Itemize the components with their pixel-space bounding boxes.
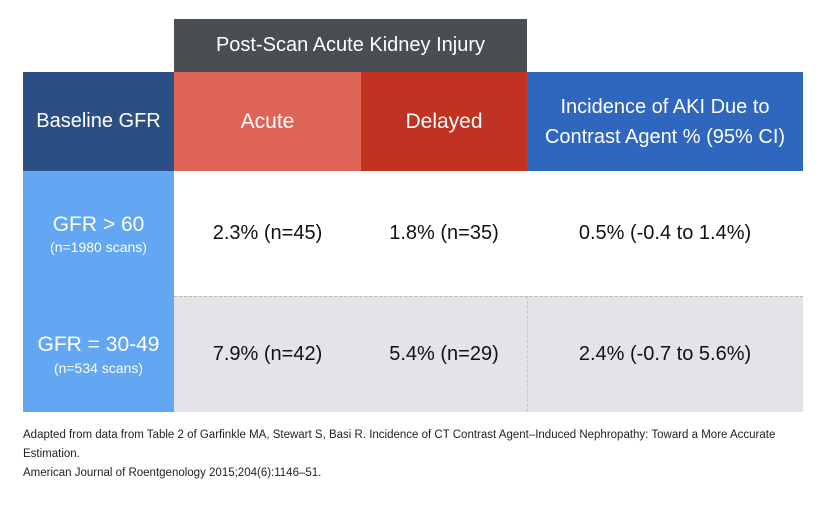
table-cell-incidence: 2.4% (-0.7 to 5.6%) [527,296,803,412]
post-scan-aki-header-label: Post-Scan Acute Kidney Injury [215,34,486,56]
acute-header: Acute [174,72,361,171]
footnote-line2: American Journal of Roentgenology 2015;2… [23,466,322,479]
table-cell-delayed: 1.8% (n=35) [361,171,527,296]
row-divider [174,296,803,297]
cell-value: 1.8% (n=35) [389,222,499,244]
column-divider [527,296,528,412]
footnote-line1: Adapted from data from Table 2 of Garfin… [23,429,776,460]
row-label-gfr-over-60: GFR > 60 (n=1980 scans) [23,171,174,296]
post-scan-aki-header: Post-Scan Acute Kidney Injury [174,19,527,72]
table-cell-acute: 7.9% (n=42) [174,296,361,412]
delayed-header: Delayed [361,72,527,171]
table-cell-acute: 2.3% (n=45) [174,171,361,296]
row-label-sub: (n=534 scans) [53,359,144,376]
table-cell-incidence: 0.5% (-0.4 to 1.4%) [527,171,803,296]
cell-value: 2.3% (n=45) [212,222,323,244]
delayed-header-label: Delayed [405,109,483,133]
baseline-gfr-header-label: Baseline GFR [36,110,161,132]
row-label-main: GFR = 30-49 [37,333,160,357]
table-cell-delayed: 5.4% (n=29) [361,296,527,412]
row-label-sub: (n=1980 scans) [50,239,147,256]
cell-value: 5.4% (n=29) [389,342,499,365]
incidence-header: Incidence of AKI Due to Contrast Agent %… [527,72,803,171]
source-footnote: Adapted from data from Table 2 of Garfin… [23,426,813,483]
cell-value: 7.9% (n=42) [212,342,323,365]
row-label-main: GFR > 60 [52,212,145,236]
acute-header-label: Acute [240,109,295,133]
row-label-gfr-30-49: GFR = 30-49 (n=534 scans) [23,296,174,412]
incidence-header-line2: Contrast Agent % (95% CI) [544,125,786,148]
incidence-header-line1: Incidence of AKI Due to [560,95,770,118]
baseline-gfr-header: Baseline GFR [23,72,174,171]
cell-value: 0.5% (-0.4 to 1.4%) [578,222,752,244]
cell-value: 2.4% (-0.7 to 5.6%) [578,342,752,365]
